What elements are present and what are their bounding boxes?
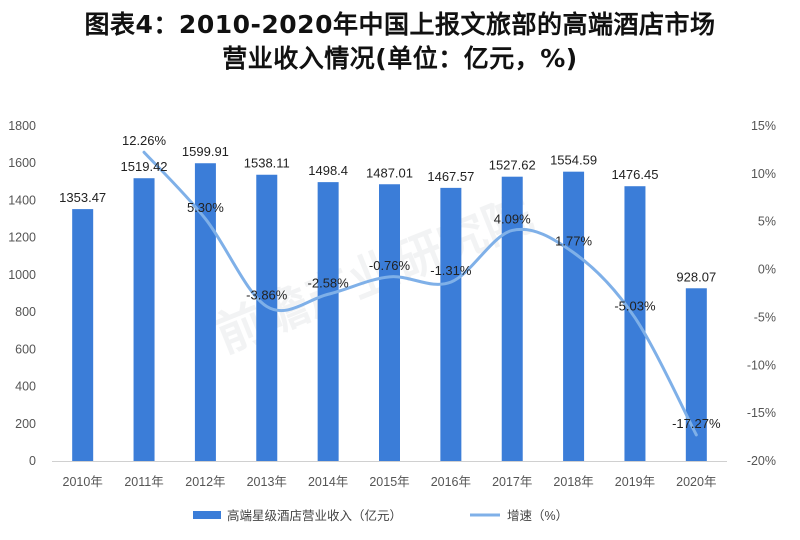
bar-2014年 (317, 182, 339, 461)
growth-rate-line (142, 150, 698, 437)
x-tick-label: 2012年 (185, 475, 225, 489)
left-tick-label: 1800 (8, 119, 36, 133)
x-tick-label: 2017年 (492, 475, 532, 489)
chart-title-line-2: 营业收入情况(单位：亿元，%) (222, 44, 578, 73)
growth-value-label: -5.03% (614, 299, 656, 314)
left-tick-label: 1200 (8, 231, 36, 245)
growth-value-label: -17.27% (672, 416, 721, 431)
growth-value-label: 12.26% (122, 133, 167, 148)
right-tick-label: 5% (758, 215, 776, 229)
x-tick-label: 2016年 (431, 475, 471, 489)
bar-value-label: 1527.62 (489, 158, 536, 173)
right-tick-label: -5% (754, 310, 776, 324)
growth-value-label: 4.09% (494, 211, 531, 226)
bar-value-label: 928.07 (676, 269, 716, 284)
legend-line-label: 增速（%） (507, 508, 568, 523)
bar-2019年 (624, 186, 646, 461)
bar-2012年 (194, 163, 216, 462)
bar-2020年 (685, 288, 707, 461)
chart-title-line-1: 图表4：2010-2020年中国上报文旅部的高端酒店市场 (84, 10, 716, 39)
right-tick-label: 0% (758, 263, 776, 277)
x-tick-label: 2015年 (369, 475, 409, 489)
legend-bar-label: 高端星级酒店营业收入（亿元） (227, 508, 402, 523)
left-tick-label: 400 (15, 380, 36, 394)
x-tick-label: 2013年 (247, 475, 287, 489)
bar-value-label: 1467.57 (427, 169, 474, 184)
right-tick-label: -20% (747, 454, 776, 468)
bar-value-label: 1538.11 (244, 156, 290, 171)
bar-2010年 (72, 209, 94, 461)
x-tick-label: 2019年 (615, 475, 655, 489)
right-tick-label: 10% (751, 167, 776, 181)
left-tick-label: 1400 (8, 193, 36, 207)
x-tick-label: 2011年 (124, 475, 163, 489)
x-tick-label: 2020年 (676, 475, 716, 489)
left-tick-label: 200 (15, 417, 36, 431)
bar-value-label: 1599.91 (182, 144, 229, 159)
legend-bar-swatch (193, 511, 221, 519)
bar-value-label: 1487.01 (366, 165, 413, 180)
bar-2011年 (133, 178, 155, 461)
bar-2015年 (379, 184, 400, 461)
growth-value-label: -2.58% (308, 275, 350, 290)
bar-value-label: 1476.45 (611, 167, 658, 182)
bar-2018年 (563, 171, 585, 461)
left-tick-label: 1000 (8, 268, 36, 282)
x-tick-label: 2010年 (63, 475, 103, 489)
bar-2017年 (501, 176, 523, 462)
growth-value-label: -0.76% (369, 258, 411, 273)
left-tick-label: 1600 (8, 156, 36, 170)
growth-value-label: -3.86% (246, 288, 288, 303)
left-tick-label: 800 (15, 305, 36, 319)
left-tick-label: 600 (15, 342, 36, 356)
right-tick-label: -15% (747, 406, 776, 420)
bar-2016年 (440, 187, 462, 462)
x-tick-label: 2018年 (553, 475, 593, 489)
bar-value-label: 1498.4 (308, 163, 348, 178)
growth-value-label: 1.77% (555, 234, 592, 249)
right-tick-label: -10% (747, 358, 776, 372)
bar-value-label: 1353.47 (59, 190, 106, 205)
x-tick-label: 2014年 (308, 475, 348, 489)
bar-2013年 (256, 174, 278, 461)
growth-value-label: -1.31% (430, 263, 472, 278)
bar-value-label: 1519.42 (121, 159, 168, 174)
growth-value-label: 5.30% (187, 200, 224, 215)
bar-value-label: 1554.59 (550, 153, 597, 168)
left-tick-label: 0 (29, 454, 36, 468)
right-tick-label: 15% (751, 119, 776, 133)
